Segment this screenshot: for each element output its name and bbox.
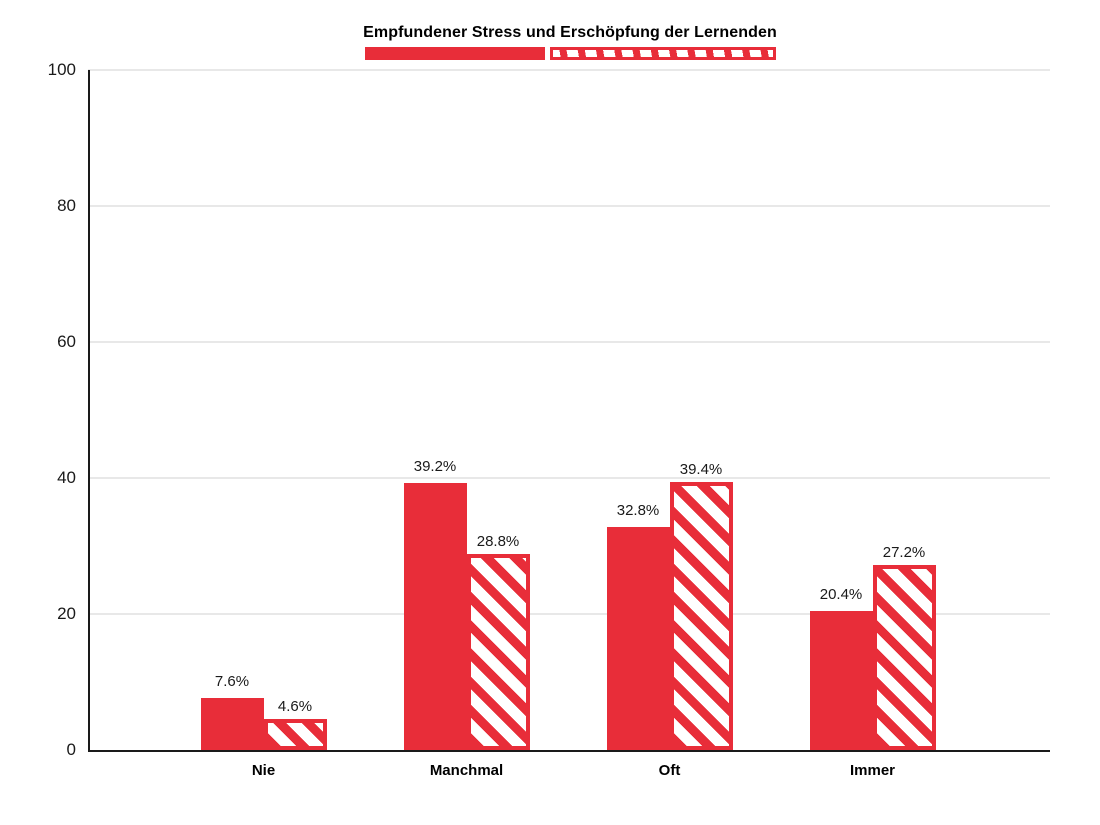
value-label: 39.2%: [413, 458, 457, 476]
value-label: 39.4%: [679, 461, 723, 479]
y-tick-label-20: 20: [57, 604, 76, 623]
legend-swatch-solid: [364, 47, 545, 60]
bar-hatched-oft: 39.4%: [669, 461, 733, 750]
y-tick-label-60: 60: [57, 332, 76, 351]
bar-group-manchmal: 39.2% 28.8%: [365, 70, 568, 750]
chart-legend: [0, 47, 1100, 60]
value-label: 4.6%: [277, 697, 313, 715]
x-category-label-immer: Immer: [849, 762, 896, 779]
value-label: 20.4%: [819, 586, 863, 604]
bars-row: 7.6% 4.6% 39.2% 28.8% 32.8% 39.4% 20.4% 27.2%: [162, 70, 974, 750]
y-tick-label-40: 40: [57, 468, 76, 487]
bar-group-nie: 7.6% 4.6%: [162, 70, 365, 750]
gridline-100: [88, 69, 1050, 71]
gridline-80: [88, 205, 1050, 207]
y-tick-label-80: 80: [57, 196, 76, 215]
x-axis-line: [88, 750, 1050, 752]
x-category-label-manchmal: Manchmal: [429, 762, 504, 779]
bar-hatched-nie: 4.6%: [263, 698, 327, 750]
y-tick-label-100: 100: [47, 60, 76, 79]
x-category-label-oft: Oft: [658, 762, 681, 779]
y-axis-line: [88, 70, 90, 752]
y-tick-label-0: 0: [66, 740, 76, 759]
x-axis-labels: Nie Manchmal Oft Immer: [162, 762, 974, 779]
plot-area: 0 20 40 60 80 100 7.6% 4.6% 39.2% 28.8% 32.8% 39.4…: [48, 60, 1050, 759]
gridline-60: [88, 341, 1050, 343]
bar-solid-oft: 32.8%: [606, 502, 670, 750]
bar-solid-immer: 20.4%: [809, 586, 873, 750]
bar-solid-manchmal: 39.2%: [403, 458, 467, 750]
gridline-20: [88, 613, 1050, 615]
value-label: 32.8%: [616, 501, 660, 519]
chart-title: Empfundener Stress und Erschöpfung der L…: [363, 24, 777, 41]
value-label: 27.2%: [882, 544, 926, 562]
x-category-label-nie: Nie: [251, 762, 276, 779]
chart-header: Empfundener Stress und Erschöpfung der L…: [0, 24, 1100, 60]
bar-group-immer: 20.4% 27.2%: [771, 70, 974, 750]
value-label: 28.8%: [476, 533, 520, 551]
bar-hatched-manchmal: 28.8%: [466, 533, 530, 750]
bar-hatched-immer: 27.2%: [872, 544, 936, 750]
value-label: 7.6%: [214, 673, 250, 691]
bar-solid-nie: 7.6%: [200, 673, 264, 750]
legend-swatch-hatched: [549, 47, 776, 60]
gridline-40: [88, 477, 1050, 479]
bar-group-oft: 32.8% 39.4%: [568, 70, 771, 750]
